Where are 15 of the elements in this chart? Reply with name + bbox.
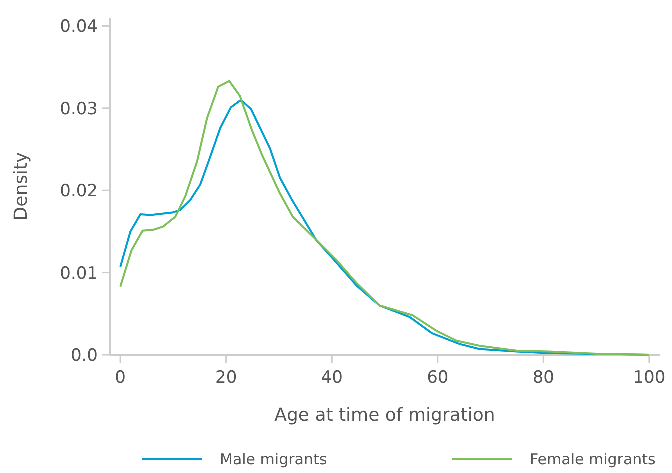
y-tick-label: 0.03: [60, 99, 98, 120]
x-tick-label: 0: [115, 368, 126, 388]
x-axis-title: Age at time of migration: [274, 405, 496, 426]
y-tick-label: 0.02: [60, 182, 98, 202]
x-tick-label: 100: [633, 368, 666, 388]
x-tick-label: 80: [532, 368, 554, 388]
legend-label: Male migrants: [220, 450, 328, 468]
legend-label: Female migrants: [530, 450, 656, 468]
x-tick-label: 60: [427, 368, 449, 388]
y-tick-label: 0.01: [60, 264, 98, 284]
x-tick-label: 40: [321, 368, 343, 388]
x-tick-label: 20: [216, 368, 238, 388]
y-axis-title: Density: [11, 152, 32, 221]
y-tick-label: 0.04: [60, 17, 98, 38]
y-tick-label: 0.0: [70, 346, 98, 366]
